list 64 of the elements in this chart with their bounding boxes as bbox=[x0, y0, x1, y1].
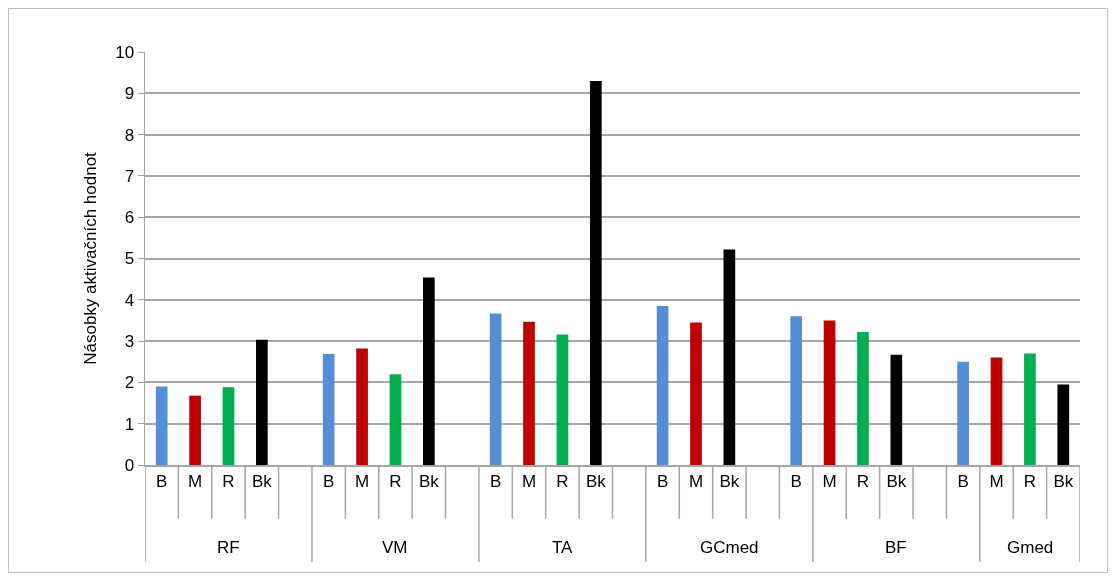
x-tick-label: M bbox=[822, 471, 837, 491]
bar bbox=[356, 348, 368, 465]
y-axis-title: Násobky aktivačních hodnot bbox=[80, 151, 100, 365]
bar bbox=[857, 332, 869, 465]
x-tick-label: B bbox=[156, 471, 168, 491]
x-tick-label: R bbox=[556, 471, 569, 491]
bar bbox=[256, 339, 268, 465]
y-tick-label: 7 bbox=[124, 166, 135, 186]
x-tick-label: R bbox=[856, 471, 870, 491]
x-tick-label: M bbox=[354, 471, 370, 491]
bar bbox=[823, 320, 836, 465]
x-tick-label: Bk bbox=[418, 471, 440, 491]
y-tick-label: 10 bbox=[115, 42, 135, 62]
bar bbox=[322, 353, 335, 465]
bar bbox=[423, 277, 435, 465]
text: BF bbox=[885, 538, 907, 557]
x-tick-label: R bbox=[222, 471, 235, 491]
y-tick-label: 5 bbox=[124, 249, 135, 269]
bar bbox=[389, 374, 402, 465]
x-tick-label: Bk bbox=[251, 471, 273, 491]
bar bbox=[690, 322, 702, 465]
bar bbox=[1057, 384, 1070, 465]
x-tick-label: Bk bbox=[1053, 471, 1074, 491]
x-tick-label: Bk bbox=[719, 471, 740, 491]
y-tick-label: 2 bbox=[124, 373, 135, 393]
bar bbox=[222, 387, 235, 465]
x-tick-label: M bbox=[521, 471, 537, 491]
bar bbox=[890, 354, 903, 465]
bar bbox=[189, 395, 201, 465]
x-tick-label: M bbox=[688, 471, 704, 491]
bar bbox=[589, 80, 602, 465]
y-tick-label: 1 bbox=[124, 414, 135, 434]
bar bbox=[723, 249, 736, 465]
bar bbox=[155, 386, 168, 465]
text: TA bbox=[552, 538, 574, 557]
x-tick-label: R bbox=[1023, 471, 1037, 491]
bar bbox=[656, 306, 669, 465]
bar bbox=[523, 321, 535, 465]
y-tick-label: 8 bbox=[124, 125, 135, 145]
bar bbox=[790, 316, 802, 465]
bar bbox=[489, 313, 502, 465]
x-tick-label: B bbox=[957, 471, 969, 491]
bar bbox=[957, 361, 969, 465]
text: Gmed bbox=[1007, 538, 1054, 557]
text: GCmed bbox=[700, 538, 759, 557]
x-tick-label: B bbox=[656, 471, 669, 491]
y-tick-label: 9 bbox=[124, 84, 135, 104]
y-tick-label: 4 bbox=[124, 290, 135, 310]
x-tick-label: B bbox=[489, 471, 502, 491]
x-tick-label: B bbox=[322, 471, 335, 491]
bar bbox=[1024, 353, 1036, 465]
x-tick-label: B bbox=[790, 471, 802, 491]
y-tick-label: 3 bbox=[124, 332, 135, 352]
x-tick-label: M bbox=[989, 471, 1004, 491]
x-tick-label: R bbox=[389, 471, 402, 491]
text: RF bbox=[217, 538, 240, 557]
x-tick-label: M bbox=[188, 471, 203, 491]
bar bbox=[556, 334, 569, 465]
y-tick-label: 6 bbox=[124, 208, 135, 228]
x-tick-label: Bk bbox=[585, 471, 607, 491]
x-tick-label: Bk bbox=[886, 471, 907, 491]
text: VM bbox=[382, 538, 408, 557]
y-tick-label: 0 bbox=[124, 455, 135, 475]
bar bbox=[990, 357, 1003, 465]
